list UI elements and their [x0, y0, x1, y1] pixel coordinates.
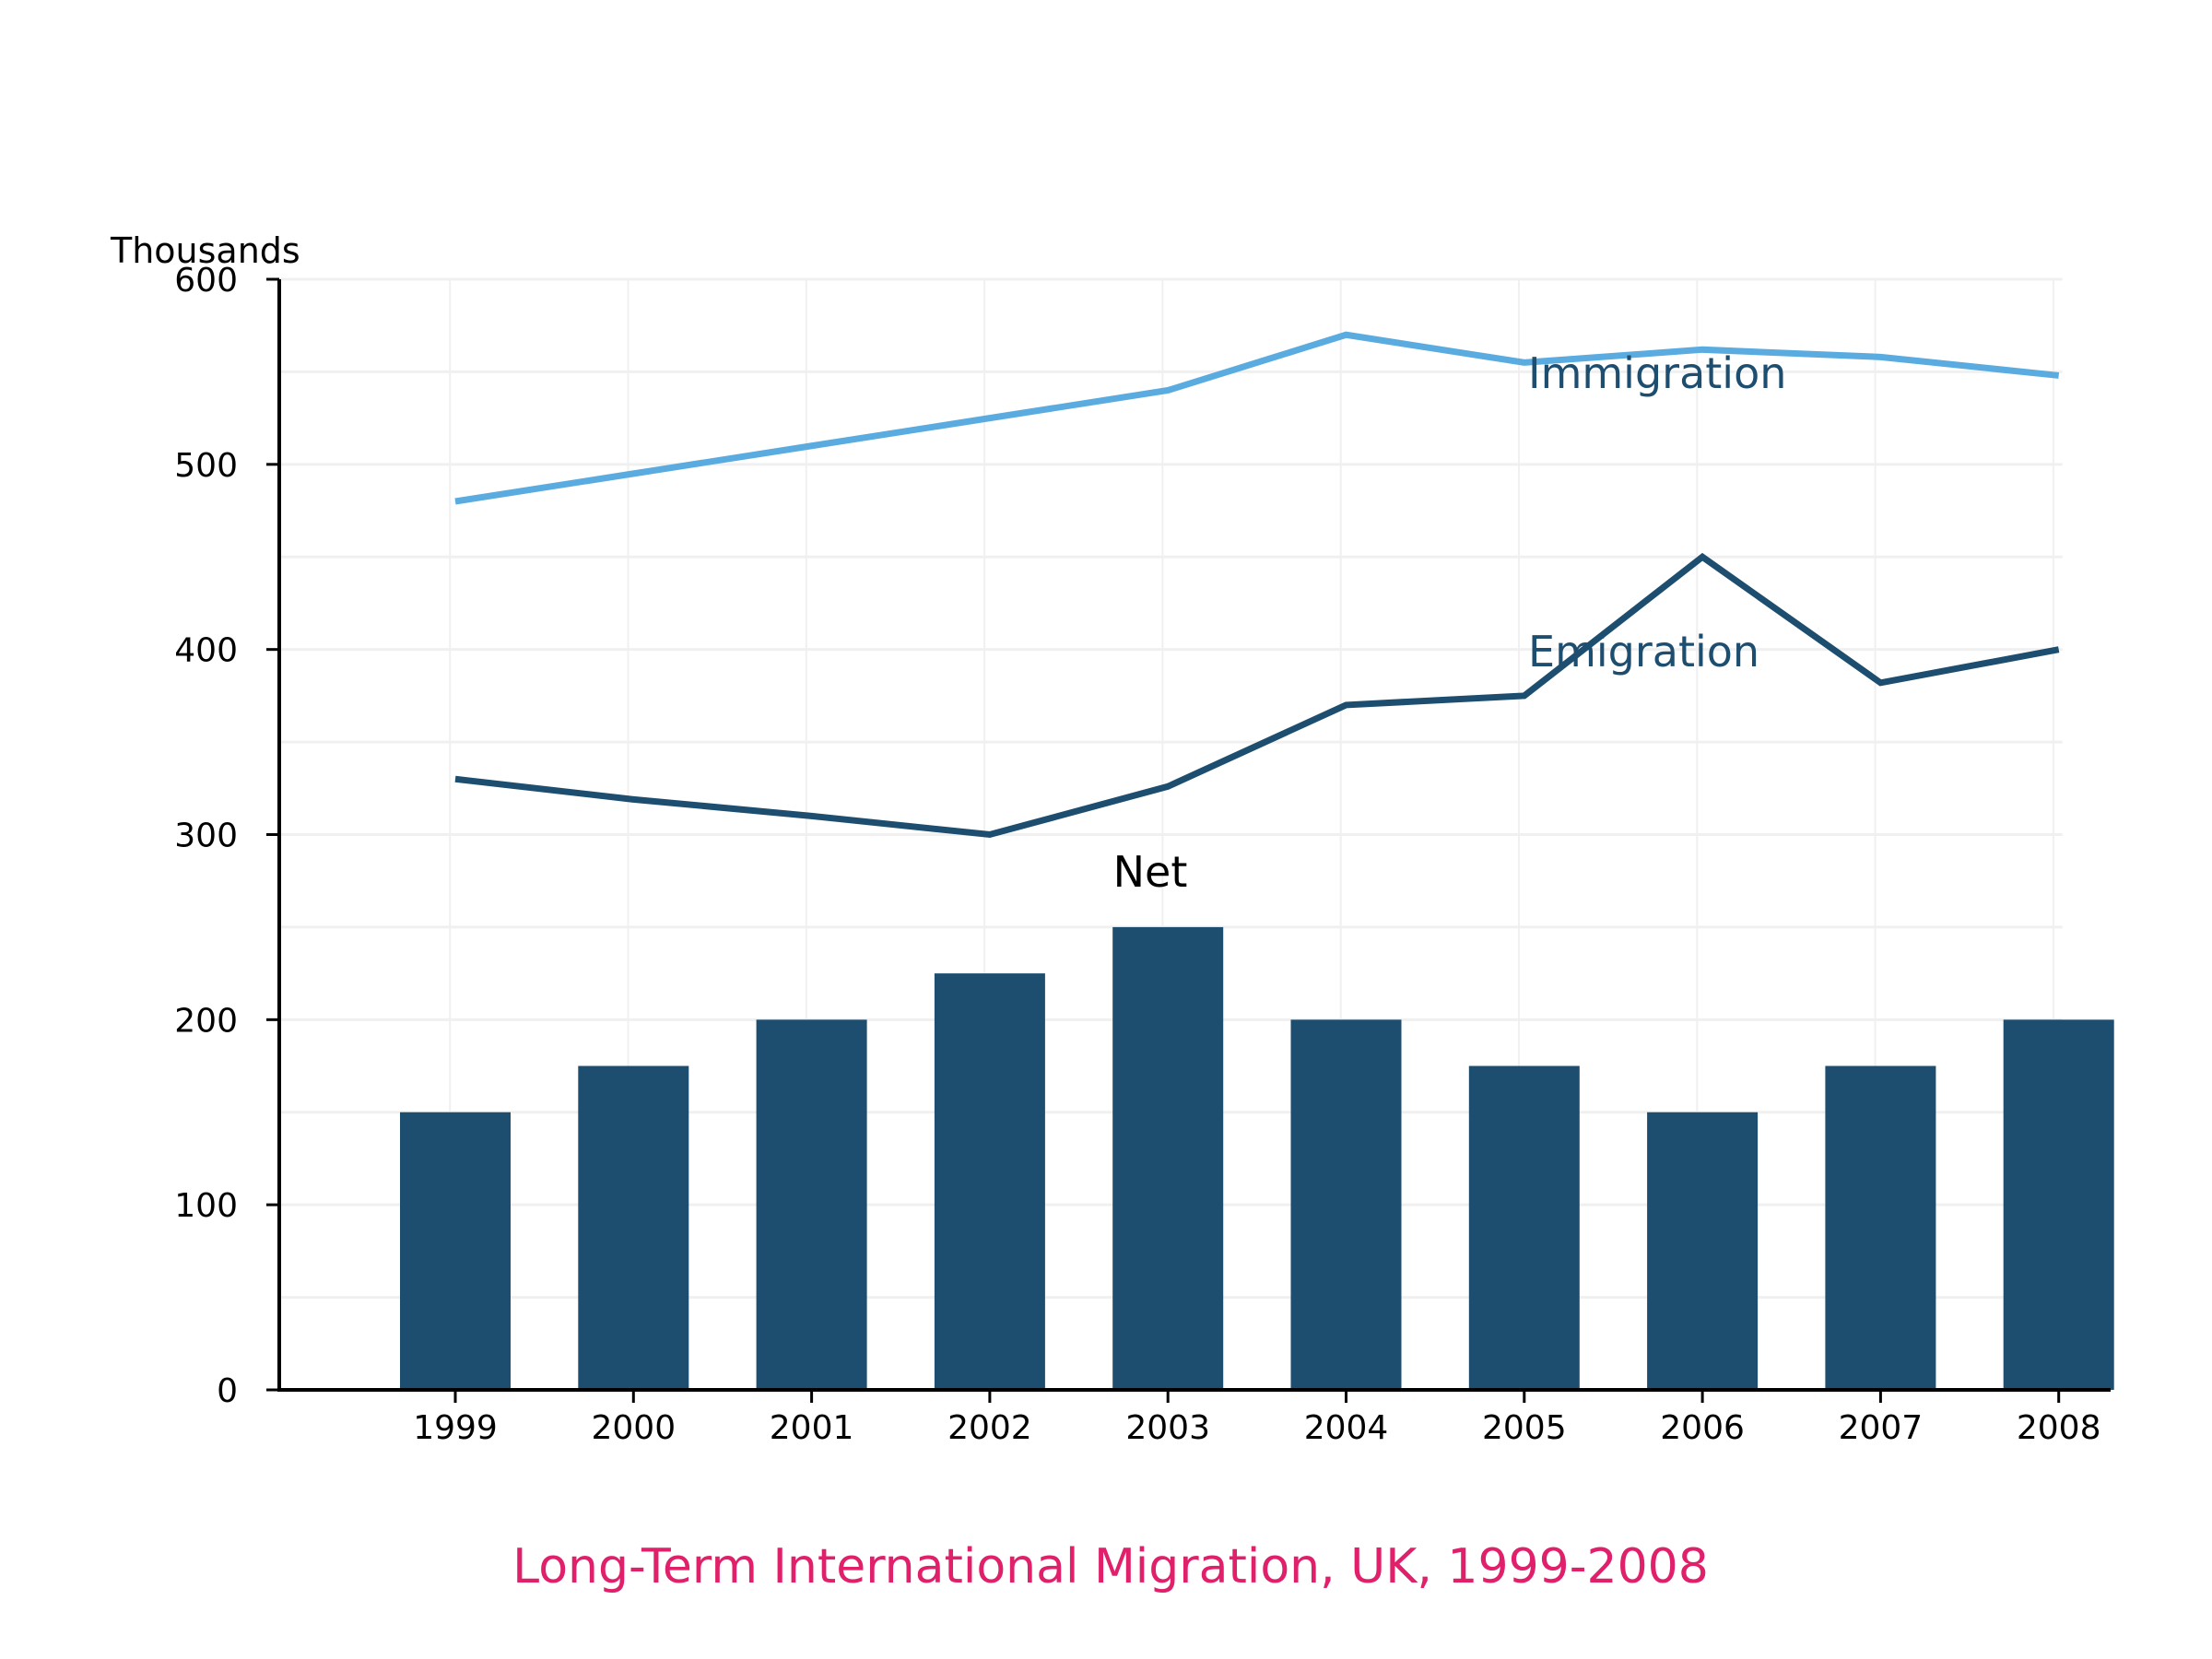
y-tick-label: 600	[174, 262, 238, 300]
x-tick-label: 2008	[2017, 1409, 2101, 1447]
net-bars	[400, 926, 2114, 1390]
bar-net-2002	[934, 973, 1045, 1390]
y-tick-label: 300	[174, 818, 238, 855]
line-emigration	[454, 552, 2060, 839]
x-ticks: 1999 2000 2001 2002 2003 2004 2005 2006 2007 2008	[413, 1390, 2101, 1447]
bar-net-2006	[1647, 1112, 1759, 1390]
x-tick-label: 2003	[1125, 1409, 1210, 1447]
y-tick-label: 0	[217, 1372, 238, 1410]
bar-net-2008	[2003, 1019, 2114, 1390]
x-tick-label: 2001	[770, 1409, 854, 1447]
series-label-emigration: Emigration	[1528, 627, 1759, 677]
y-ticks: 0 100 200 300 400 500 600	[174, 262, 279, 1410]
y-tick-label: 400	[174, 632, 238, 670]
bar-net-1999	[400, 1112, 511, 1390]
series-label-net: Net	[1113, 847, 1188, 897]
bar-net-2001	[756, 1019, 867, 1390]
bar-net-2000	[578, 1065, 689, 1390]
x-tick-label: 2005	[1482, 1409, 1567, 1447]
series-lines	[454, 331, 2060, 839]
bar-net-2007	[1825, 1065, 1936, 1390]
bar-net-2004	[1290, 1019, 1402, 1390]
x-tick-label: 1999	[413, 1409, 498, 1447]
y-tick-label: 200	[174, 1002, 238, 1040]
x-tick-label: 2006	[1660, 1409, 1745, 1447]
x-tick-label: 2000	[591, 1409, 676, 1447]
line-immigration	[454, 331, 2060, 505]
series-label-immigration: Immigration	[1528, 348, 1786, 398]
y-axis-unit-label: Thousands	[110, 230, 300, 271]
x-tick-label: 2007	[1839, 1409, 1924, 1447]
bar-net-2003	[1112, 926, 1224, 1390]
bar-net-2005	[1468, 1065, 1580, 1390]
chart-title: Long-Term International Migration, UK, 1…	[512, 1539, 1709, 1594]
x-tick-label: 2002	[947, 1409, 1032, 1447]
x-tick-label: 2004	[1304, 1409, 1389, 1447]
y-tick-label: 500	[174, 447, 238, 485]
y-tick-label: 100	[174, 1187, 238, 1225]
